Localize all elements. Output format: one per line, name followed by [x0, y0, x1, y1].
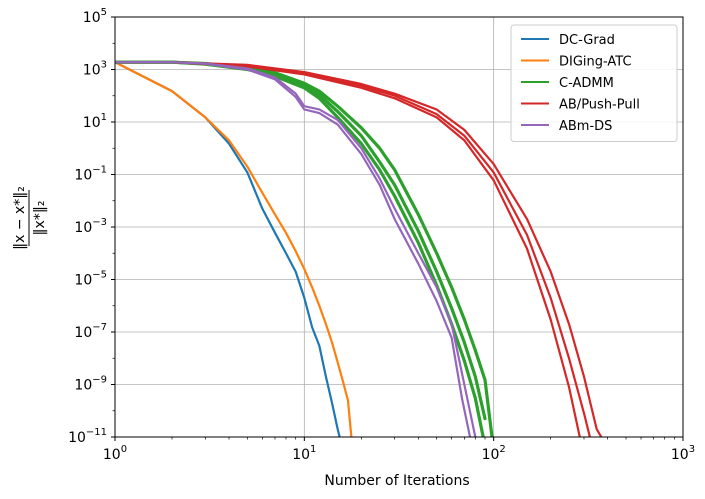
y-label-numerator: ‖x − x*‖₂ [12, 186, 28, 250]
legend-label: C-ADMM [559, 76, 614, 91]
y-tick-base: 10 [83, 63, 101, 79]
legend-label: ABm-DS [559, 119, 612, 134]
y-tick-label: 10−9 [74, 375, 107, 394]
series-line-dc-grad-run-1 [115, 61, 341, 437]
y-tick-exp: −5 [92, 270, 107, 281]
x-tick-base: 10 [482, 447, 500, 463]
y-tick-base: 10 [74, 273, 92, 289]
y-tick-label: 105 [83, 7, 107, 26]
y-tick-base: 10 [74, 168, 92, 184]
y-tick-exp: 1 [101, 112, 107, 123]
y-tick-exp: −1 [92, 165, 107, 176]
y-tick-exp: −9 [92, 375, 107, 386]
series-line-diging-atc-run-1 [115, 61, 353, 437]
y-tick-exp: −11 [86, 427, 107, 438]
x-tick-exp: 1 [310, 444, 316, 455]
y-tick-exp: −7 [92, 322, 107, 333]
x-tick-base: 10 [671, 447, 689, 463]
x-tick-label: 101 [292, 444, 316, 463]
y-axis-label: ‖x − x*‖₂ ‖x*‖₂ [12, 186, 48, 250]
x-tick-label: 103 [671, 444, 695, 463]
y-tick-label: 10−1 [74, 165, 107, 184]
x-axis-label: Number of Iterations [324, 473, 469, 489]
y-tick-exp: 5 [101, 7, 107, 18]
y-tick-label: 101 [83, 112, 107, 131]
y-tick-base: 10 [74, 220, 92, 236]
y-tick-base: 10 [74, 325, 92, 341]
y-tick-base: 10 [68, 430, 86, 446]
y-tick-label: 10−11 [68, 427, 107, 446]
legend-label: DIGing-ATC [559, 55, 632, 70]
x-tick-exp: 3 [689, 444, 695, 455]
legend-label: AB/Push-Pull [559, 98, 640, 113]
y-tick-label: 103 [83, 60, 107, 79]
x-tick-exp: 2 [499, 444, 505, 455]
legend-box [510, 24, 678, 142]
legend: DC-Grad DIGing-ATC C-ADMM AB/Push-Pull ABm-D… [510, 24, 678, 142]
series-line-c-admm-run-1 [115, 60, 494, 437]
series-line-abm-ds-run-2 [115, 61, 472, 437]
x-tick-base: 10 [103, 447, 121, 463]
legend-label: DC-Grad [559, 33, 615, 48]
y-tick-label: 10−3 [74, 217, 107, 236]
x-tick-base: 10 [292, 447, 310, 463]
y-label-denominator: ‖x*‖₂ [32, 201, 48, 236]
y-tick-exp: −3 [92, 217, 107, 228]
series-line-ab-push-pull-run-3 [115, 61, 581, 437]
x-tick-label: 102 [482, 444, 506, 463]
x-tick-label: 100 [103, 444, 127, 463]
y-tick-base: 10 [83, 115, 101, 131]
axis-ticks: 100 101 102 10310−1110−910−710−510−310−1101… [68, 7, 695, 463]
y-tick-label: 10−5 [74, 270, 107, 289]
y-tick-base: 10 [74, 378, 92, 394]
x-tick-exp: 0 [121, 444, 127, 455]
series-lines [115, 60, 603, 437]
y-tick-label: 10−7 [74, 322, 107, 341]
y-tick-exp: 3 [101, 60, 107, 71]
y-tick-base: 10 [83, 10, 101, 26]
